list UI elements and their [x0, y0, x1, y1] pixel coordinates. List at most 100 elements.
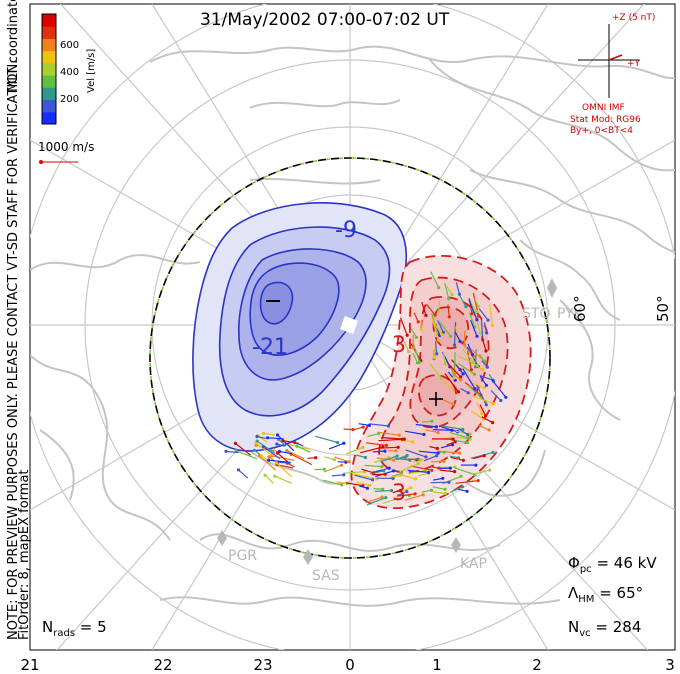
velocity-vector [456, 365, 464, 375]
velocity-vector [429, 445, 438, 449]
velocity-vector [447, 304, 450, 317]
station-kap: KAP [460, 556, 487, 572]
station-sto: STO [522, 306, 550, 322]
mlt-tick-22: 22 [153, 656, 172, 674]
fitorder-note: FitOrder: 8, mapEX format [17, 469, 32, 640]
velocity-vector [422, 420, 433, 423]
scale-vector-label: 1000 m/s [38, 140, 94, 154]
velocity-vector [382, 498, 398, 504]
velocity-vector [479, 354, 486, 363]
lat-label-50: 50° [654, 295, 672, 322]
velocity-vector [470, 451, 494, 459]
colorbar-segment [42, 26, 56, 39]
mlt-tick-21: 21 [20, 656, 39, 674]
velocity-vector [455, 326, 459, 342]
velocity-vector [263, 432, 275, 436]
velocity-vector [469, 312, 476, 328]
velocity-vector [373, 467, 390, 473]
velocity-vector [432, 486, 446, 490]
lambda-hm-readout: ΛHM = 65° [568, 584, 643, 605]
velocity-vector [307, 457, 316, 459]
velocity-vector [359, 485, 368, 489]
velocity-vector [238, 469, 249, 479]
velocity-vector [359, 446, 383, 454]
imf-y-label: +Y [627, 59, 641, 69]
velocity-vector [404, 430, 425, 436]
velocity-vector [449, 431, 469, 439]
velocity-vector [365, 442, 387, 446]
velocity-vector [372, 450, 385, 453]
colorbar-segment [42, 111, 56, 125]
velocity-vector [446, 441, 456, 446]
potential-maximum-marker [429, 392, 443, 406]
velocity-vector [460, 387, 469, 394]
velocity-vector [399, 317, 408, 336]
imf-z-label: +Z (5 nT) [612, 13, 655, 23]
velocity-vector [366, 497, 387, 506]
velocity-vector [408, 469, 426, 475]
velocity-vector [296, 445, 311, 453]
velocity-vector [455, 282, 461, 295]
velocity-vector [263, 446, 281, 460]
velocity-vector [432, 491, 446, 495]
velocity-vector [425, 429, 439, 434]
velocity-vector [337, 461, 346, 463]
velocity-vector [418, 450, 439, 454]
velocity-vector [450, 486, 463, 493]
velocity-vector [405, 449, 427, 458]
stat-model: Stat Mod: RG96 [570, 115, 641, 125]
velocity-vector [324, 456, 335, 461]
n-vc-readout: Nvc = 284 [568, 618, 641, 639]
colorbar-tick-600: 600 [60, 40, 79, 51]
imf-source: OMNI IMF [582, 103, 625, 113]
velocity-vector [481, 336, 487, 352]
velocity-vector [457, 362, 475, 375]
negative-potential-cell [192, 202, 408, 452]
velocity-vector [256, 440, 276, 454]
velocity-vector [444, 282, 450, 299]
velocity-vector [403, 341, 410, 353]
velocity-vector [442, 399, 454, 405]
colorbar-segment [42, 38, 56, 52]
velocity-vector [259, 455, 277, 471]
velocity-vector [433, 321, 443, 335]
velocity-vector [356, 454, 366, 459]
velocity-vector [462, 368, 476, 390]
colorbar-segment [42, 99, 56, 113]
velocity-vector [417, 472, 429, 477]
velocity-vectors [224, 271, 508, 506]
velocity-vector [452, 373, 462, 381]
velocity-vector [345, 446, 364, 455]
velocity-vector [440, 444, 453, 449]
velocity-vector [267, 437, 284, 440]
velocity-vector [343, 428, 353, 431]
velocity-vector [431, 317, 440, 341]
velocity-vector [451, 439, 468, 444]
velocity-vector [404, 494, 424, 501]
velocity-vector [397, 490, 408, 497]
velocity-vector [490, 390, 502, 401]
velocity-vector [421, 489, 432, 493]
velocity-vector [412, 342, 421, 363]
velocity-vector [449, 455, 459, 459]
velocity-vector [277, 434, 295, 452]
velocity-vector [483, 322, 488, 333]
velocity-vector [472, 455, 485, 460]
velocity-vector [464, 382, 482, 396]
velocity-vector [401, 474, 416, 480]
velocity-vector [430, 466, 439, 469]
velocity-vector [365, 496, 383, 504]
velocity-vector [373, 488, 383, 490]
velocity-vector [447, 363, 462, 378]
velocity-vector [279, 450, 293, 455]
velocity-vector [364, 464, 382, 468]
velocity-vector [290, 453, 313, 466]
velocity-vector [331, 474, 344, 477]
velocity-vector [367, 433, 379, 438]
velocity-vector [397, 456, 406, 461]
velocity-colorbar: 600 400 200 Vel [m/s] [41, 13, 97, 125]
velocity-vector [353, 426, 364, 431]
colorbar-tick-200: 200 [60, 94, 79, 105]
velocity-vector [376, 457, 394, 461]
